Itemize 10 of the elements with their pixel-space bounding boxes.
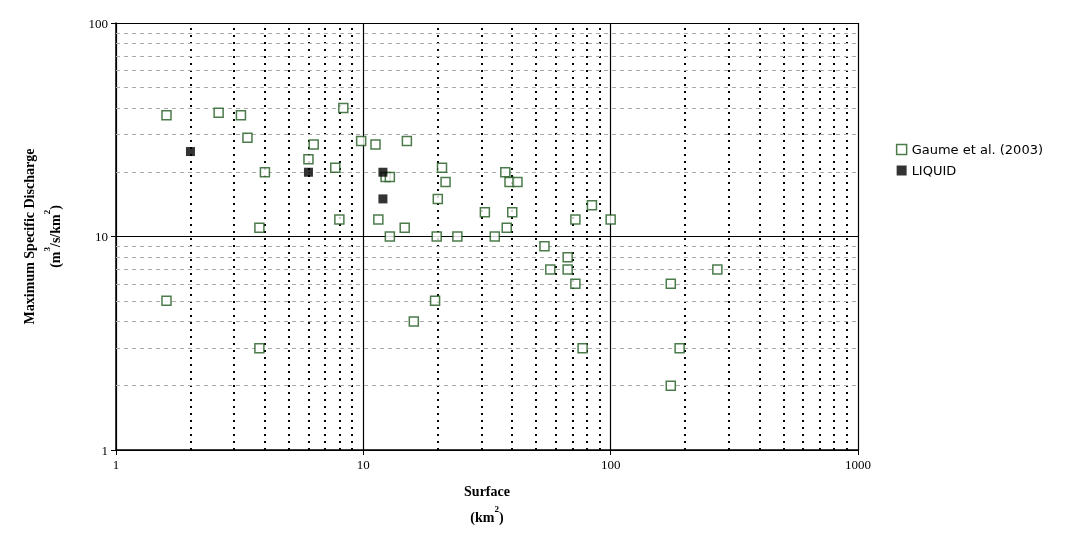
x-tick-label: 1 [112,457,120,472]
y-axis-title: Maximum Specific Discharge (m3/s/km2) [21,148,64,325]
y-tick-label: 1 [101,442,108,458]
x-tick-label: 100 [600,457,621,472]
legend-label: Gaume et al. (2003) [911,142,1043,157]
x-tick-label: 1000 [845,457,871,472]
x-tick-label: 10 [356,457,370,472]
y-tick-label: 10 [95,229,108,244]
y-tick-label: 100 [88,15,108,31]
legend-label: LIQUID [911,163,957,178]
